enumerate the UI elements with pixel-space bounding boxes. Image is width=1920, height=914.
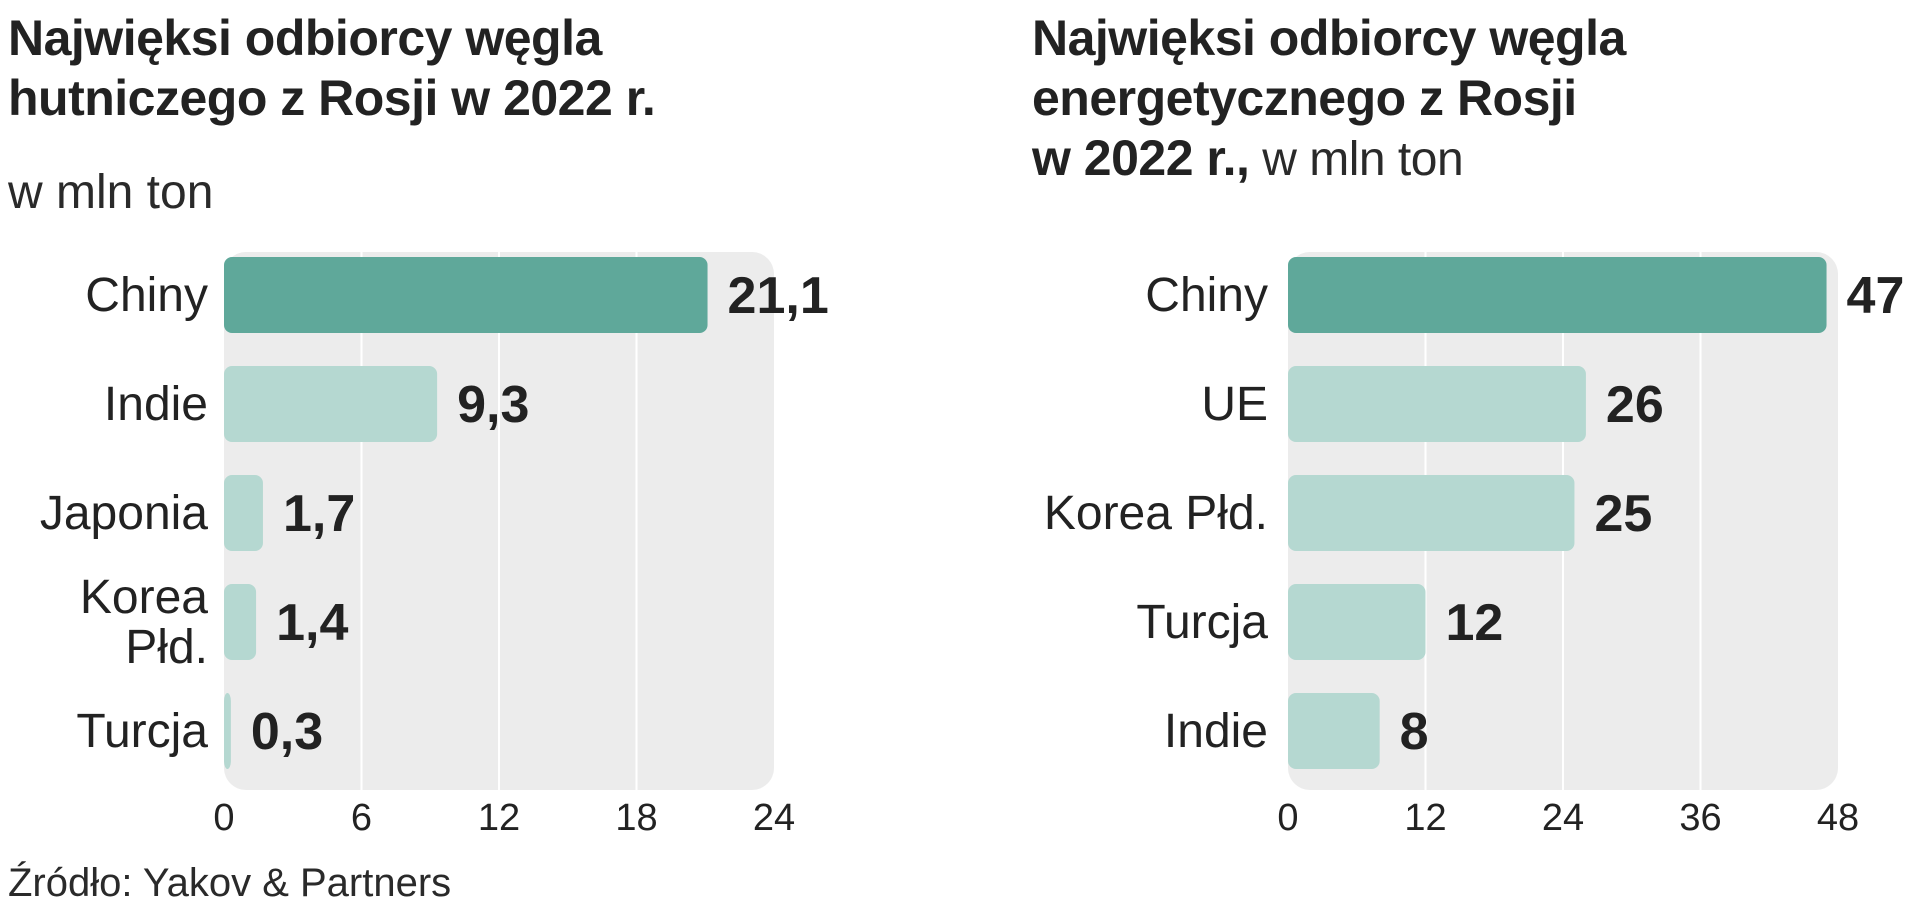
left-value-label: 0,3 bbox=[251, 703, 323, 761]
right-category-label: Korea Płd. bbox=[1044, 487, 1268, 540]
source-note: Źródło: Yakov & Partners bbox=[8, 861, 452, 905]
right-bar bbox=[1288, 257, 1827, 333]
right-tick-label: 0 bbox=[1277, 797, 1298, 839]
left-chart-unit: w mln ton bbox=[8, 166, 214, 219]
left-tick-label: 0 bbox=[213, 797, 234, 839]
left-category-label: Turcja bbox=[76, 705, 208, 758]
left-bar bbox=[224, 584, 257, 660]
right-chart-unit: w mln ton bbox=[1249, 133, 1464, 186]
right-category-label: Chiny bbox=[1145, 269, 1268, 322]
left-category-label: Płd. bbox=[125, 621, 208, 674]
right-value-label: 25 bbox=[1594, 485, 1652, 543]
left-title-line-1: Najwięksi odbiorcy węgla bbox=[8, 10, 602, 66]
right-title-line-1: Najwięksi odbiorcy węgla bbox=[1032, 10, 1626, 66]
left-value-label: 21,1 bbox=[728, 267, 829, 325]
left-tick-label: 6 bbox=[351, 797, 372, 839]
right-tick-label: 48 bbox=[1817, 797, 1859, 839]
right-bar bbox=[1288, 693, 1380, 769]
right-value-label: 8 bbox=[1400, 703, 1429, 761]
left-title-line-2: hutniczego z Rosji w 2022 r. bbox=[8, 70, 656, 126]
right-bar bbox=[1288, 366, 1586, 442]
right-value-label: 26 bbox=[1606, 376, 1664, 434]
right-title-line-2: energetycznego z Rosji bbox=[1032, 70, 1577, 126]
right-title-year: w 2022 r., bbox=[1032, 130, 1250, 186]
right-tick-label: 24 bbox=[1542, 797, 1584, 839]
right-value-label: 12 bbox=[1446, 594, 1504, 652]
right-category-label: UE bbox=[1201, 378, 1268, 431]
left-bar bbox=[224, 475, 263, 551]
right-bar bbox=[1288, 584, 1426, 660]
right-category-label: Indie bbox=[1164, 705, 1268, 758]
right-value-label: 47 bbox=[1847, 267, 1905, 325]
left-tick-label: 24 bbox=[753, 797, 795, 839]
left-tick-label: 18 bbox=[615, 797, 657, 839]
left-tick-label: 12 bbox=[478, 797, 520, 839]
right-bar bbox=[1288, 475, 1575, 551]
left-bar bbox=[224, 366, 438, 442]
right-tick-label: 36 bbox=[1679, 797, 1721, 839]
left-value-label: 1,7 bbox=[283, 485, 355, 543]
right-category-label: Turcja bbox=[1136, 596, 1268, 649]
left-bar bbox=[224, 693, 231, 769]
left-value-label: 1,4 bbox=[276, 594, 348, 652]
left-bar bbox=[224, 257, 708, 333]
right-chart-title: Najwięksi odbiorcy węgla energetycznego … bbox=[1032, 8, 1626, 190]
right-title-line-3: w 2022 r., w mln ton bbox=[1032, 128, 1626, 190]
left-category-label: Korea bbox=[80, 571, 208, 624]
left-value-label: 9,3 bbox=[457, 376, 529, 434]
left-category-label: Japonia bbox=[40, 487, 208, 540]
left-category-label: Chiny bbox=[85, 269, 208, 322]
right-tick-label: 12 bbox=[1404, 797, 1446, 839]
left-chart-title: Najwięksi odbiorcy węgla hutniczego z Ro… bbox=[8, 8, 656, 128]
left-category-label: Indie bbox=[104, 378, 208, 431]
